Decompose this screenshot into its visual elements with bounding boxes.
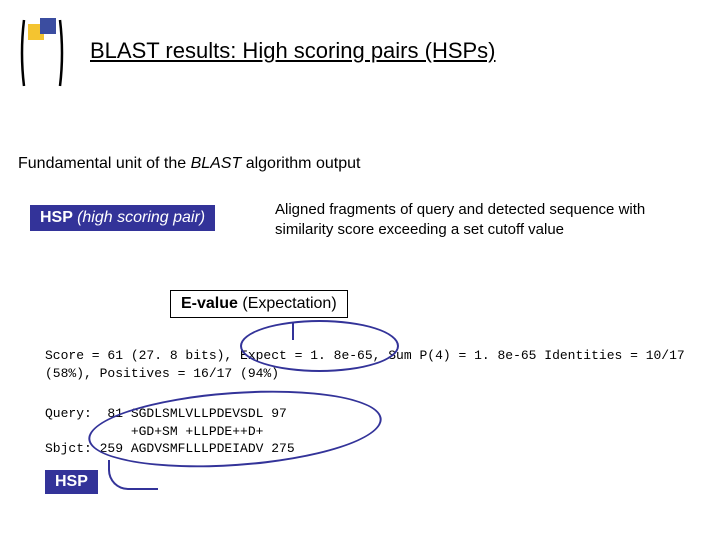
stats-line: Score = 61 (27. 8 bits), Expect = 1. 8e-… — [45, 347, 715, 382]
hsp-label-box: HSP (high scoring pair) — [30, 205, 215, 231]
evalue-connector — [292, 322, 294, 340]
hsp-small-box: HSP — [45, 470, 98, 494]
alignment-block: Query: 81 SGDLSMLVLLPDEVSDL 97 +GD+SM +L… — [45, 405, 295, 458]
slide-logo — [18, 18, 66, 88]
slide-title: BLAST results: High scoring pairs (HSPs) — [90, 38, 496, 64]
evalue-label-box: E-value (Expectation) — [170, 290, 348, 318]
intro-line: Fundamental unit of the BLAST algorithm … — [18, 155, 360, 173]
hsp-definition: Aligned fragments of query and detected … — [275, 200, 705, 241]
hsp-connector — [108, 460, 158, 490]
